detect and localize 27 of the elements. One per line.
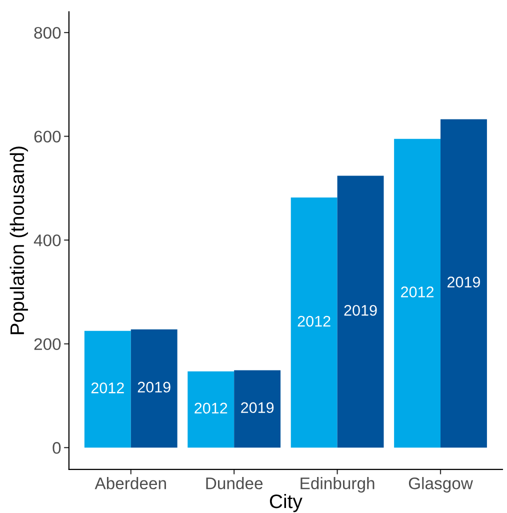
bar xyxy=(290,198,338,448)
y-tick-label: 800 xyxy=(34,26,61,39)
bar xyxy=(130,329,178,448)
series-label: 2019 xyxy=(344,304,377,316)
x-tick-label: Glasgow xyxy=(408,477,473,493)
text: 2019 xyxy=(138,382,170,393)
y-tick-label: 600 xyxy=(34,130,61,143)
bar xyxy=(234,370,281,448)
x-tick-label: Aberdeen xyxy=(94,477,166,490)
y-tick-label: 200 xyxy=(34,338,61,350)
x-axis-title: City xyxy=(270,494,302,512)
bar xyxy=(84,330,131,448)
text: 2019 xyxy=(241,402,274,414)
bar xyxy=(440,119,487,448)
x-tick-label: Dundee xyxy=(206,477,263,490)
y-axis-title: Population (thousand) xyxy=(10,146,28,334)
bar xyxy=(337,176,384,448)
bar xyxy=(394,138,441,448)
text: 2012 xyxy=(194,402,228,414)
y-tick-label: 400 xyxy=(34,234,61,246)
text: 2012 xyxy=(298,316,330,327)
bar xyxy=(188,371,234,448)
series-label: 2012 xyxy=(91,382,124,394)
x-tick-label: Edinburgh xyxy=(300,477,374,493)
text: 2012 xyxy=(401,286,434,298)
y-tick-label: 0 xyxy=(52,442,61,454)
text: 2019 xyxy=(448,276,480,288)
